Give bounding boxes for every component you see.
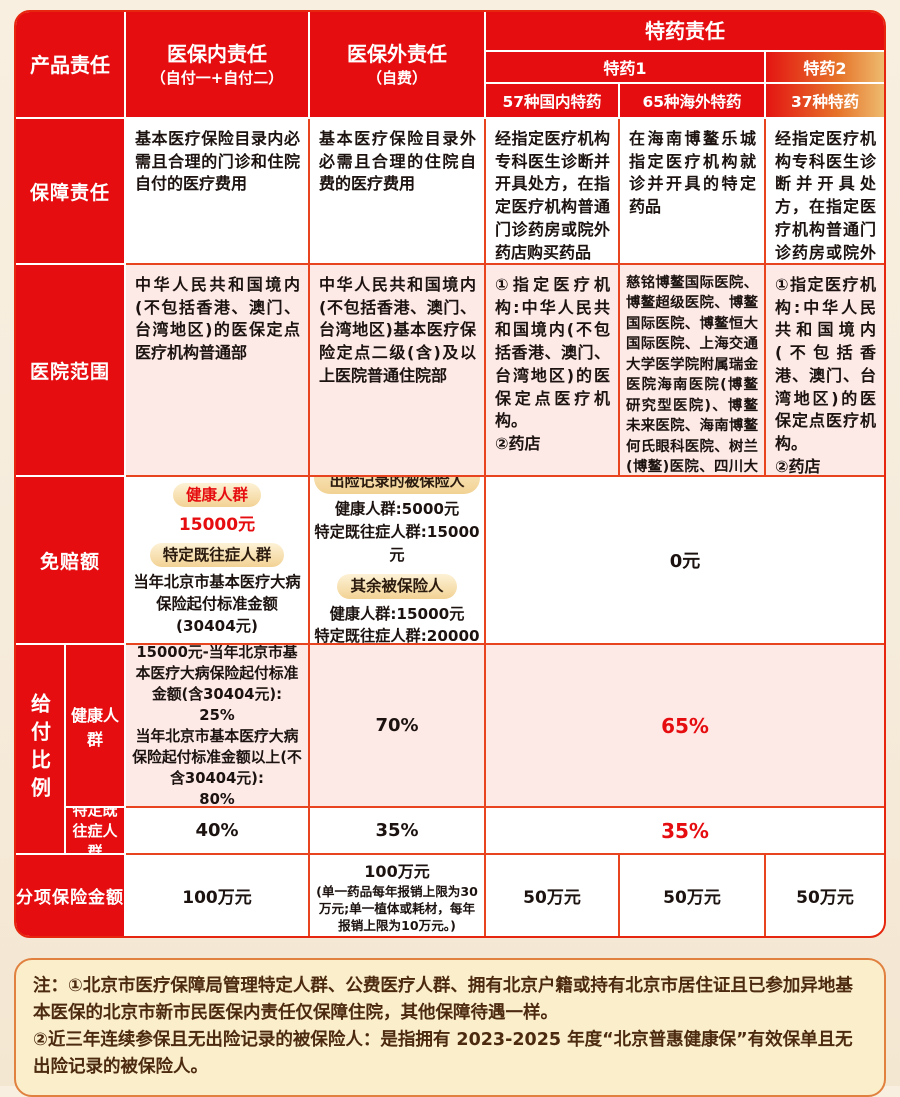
row-label-hospital: 医院范围	[16, 265, 124, 475]
payout-pre-inside-cell: 40%	[126, 808, 308, 853]
deductible-others-pre: 特定既往症人群:20000元	[314, 627, 480, 643]
sum-drug-special2-cell: 50万元	[766, 855, 884, 936]
deductible-renewal-pre: 特定既往症人群:15000元	[314, 522, 480, 564]
coverage-outside-cell: 基本医疗保险目录外必需且合理的住院自费的医疗费用	[310, 119, 484, 263]
row-label-sum-insured: 分项保险金额	[16, 855, 124, 936]
deductible-renewal-healthy: 健康人群:5000元	[334, 500, 460, 519]
footnote-box: 注：①北京市医疗保障局管理特定人群、公费医疗人群、拥有北京户籍或持有北京市居住证…	[14, 958, 886, 1097]
header-outside: 医保外责任 （自费）	[310, 12, 484, 117]
sum-inside-cell: 100万元	[126, 855, 308, 936]
footnote-line-1: 注：①北京市医疗保障局管理特定人群、公费医疗人群、拥有北京户籍或持有北京市居住证…	[33, 976, 853, 1024]
header-sub-domestic: 57种国内特药	[486, 84, 618, 117]
row-label-pre-existing-group: 特定既往症人群	[66, 808, 124, 853]
header-product: 产品责任	[16, 12, 124, 117]
header-sub-special2: 37种特药	[766, 84, 884, 117]
row-label-coverage: 保障责任	[16, 119, 124, 263]
badge-healthy-group: 健康人群	[172, 482, 261, 507]
coverage-drug-special2-cell: 经指定医疗机构专科医生诊断并开具处方，在指定医疗机构普通门诊药房或院外药店购买药…	[766, 119, 884, 263]
sum-outside-note: (单一药品每年报销上限为30万元;单一植体或耗材，每年报销上限为10万元。)	[316, 883, 478, 933]
payout-healthy-drugs-cell: 65%	[486, 645, 884, 806]
benefit-table: 产品责任 医保内责任 （自付一+自付二） 医保外责任 （自费） 特药责任 特药1…	[14, 10, 886, 938]
header-special-group2: 特药2	[766, 52, 884, 82]
hospital-drug-overseas-cell: 慈铭博鳌国际医院、博鳌超级医院、博鳌国际医院、博鳌恒大国际医院、上海交通大学医学…	[620, 265, 764, 475]
badge-renewal-insured: 近三年连续参保且无出险记录的被保险人	[314, 477, 480, 495]
header-inside: 医保内责任 （自付一+自付二）	[126, 12, 308, 117]
payout-healthy-inside-cell: 15000元-当年北京市基本医疗大病保险起付标准金额(含30404元): 25%…	[126, 645, 308, 806]
deductible-inside-cell: 健康人群 15000元 特定既往症人群 当年北京市基本医疗大病保险起付标准金额(…	[126, 477, 308, 643]
header-inside-title: 医保内责任	[167, 42, 267, 66]
header-special-group1: 特药1	[486, 52, 764, 82]
row-label-deductible: 免赔额	[16, 477, 124, 643]
coverage-inside-cell: 基本医疗保险目录内必需且合理的门诊和住院自付的医疗费用	[126, 119, 308, 263]
payout-pre-drugs-cell: 35%	[486, 808, 884, 853]
sum-outside-main: 100万元	[364, 861, 430, 881]
badge-other-insured: 其余被保险人	[337, 574, 457, 599]
deductible-outside-cell: 近三年连续参保且无出险记录的被保险人 健康人群:5000元 特定既往症人群:15…	[310, 477, 484, 643]
deductible-healthy-amount: 15000元	[178, 514, 256, 535]
sum-drug-domestic-cell: 50万元	[486, 855, 618, 936]
sum-drug-overseas-cell: 50万元	[620, 855, 764, 936]
hospital-outside-cell: 中华人民共和国境内(不包括香港、澳门、台湾地区)基本医疗保险定点二级(含)及以上…	[310, 265, 484, 475]
coverage-drug-domestic-cell: 经指定医疗机构专科医生诊断并开具处方，在指定医疗机构普通门诊药房或院外药店购买药…	[486, 119, 618, 263]
hospital-drug-domestic-cell: ①指定医疗机构:中华人民共和国境内(不包括香港、澳门、台湾地区)的医保定点医疗机…	[486, 265, 618, 475]
header-outside-title: 医保外责任	[347, 42, 447, 66]
header-outside-sub: （自费）	[366, 69, 427, 87]
badge-pre-existing-group: 特定既往症人群	[149, 542, 285, 568]
header-inside-sub: （自付一+自付二）	[150, 69, 284, 87]
payout-healthy-outside-cell: 70%	[310, 645, 484, 806]
header-sub-overseas: 65种海外特药	[620, 84, 764, 117]
deductible-pre-existing-desc: 当年北京市基本医疗大病保险起付标准金额(30404元)	[133, 573, 301, 636]
hospital-drug-special2-cell: ①指定医疗机构:中华人民共和国境内(不包括香港、澳门、台湾地区)的医保定点医疗机…	[766, 265, 884, 475]
payout-pre-outside-cell: 35%	[310, 808, 484, 853]
header-special-drugs: 特药责任	[486, 12, 884, 50]
row-label-healthy-group: 健康人群	[66, 645, 124, 806]
row-label-payout-ratio: 给付比例	[16, 645, 64, 853]
hospital-inside-cell: 中华人民共和国境内(不包括香港、澳门、台湾地区)的医保定点医疗机构普通部	[126, 265, 308, 475]
coverage-drug-overseas-cell: 在海南博鳌乐城指定医疗机构就诊并开具的特定药品	[620, 119, 764, 263]
footnote-line-2: ②近三年连续参保且无出险记录的被保险人：是指拥有 2023-2025 年度“北京…	[33, 1030, 853, 1078]
sum-outside-cell: 100万元 (单一药品每年报销上限为30万元;单一植体或耗材，每年报销上限为10…	[310, 855, 484, 936]
deductible-drugs-merged-cell: 0元	[486, 477, 884, 643]
deductible-others-healthy: 健康人群:15000元	[329, 604, 465, 623]
